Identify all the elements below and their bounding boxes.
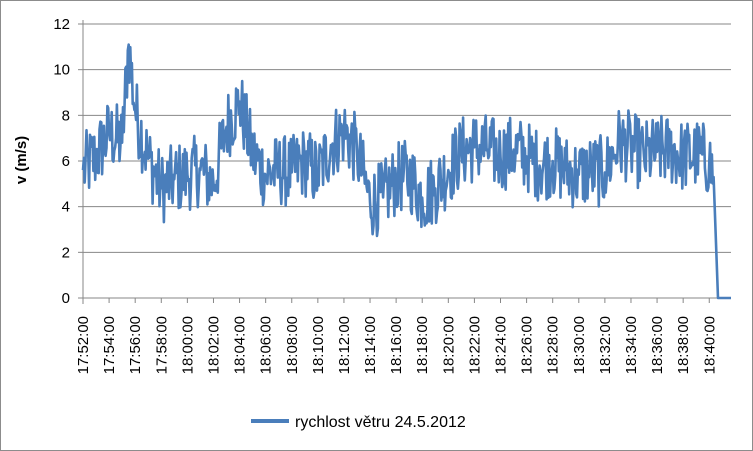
- x-tick-label: 18:34:00: [623, 316, 640, 374]
- x-tick-label: 18:14:00: [362, 316, 379, 374]
- y-tick-label: 8: [62, 107, 70, 124]
- y-tick-label: 2: [62, 244, 70, 261]
- series-layer: [81, 43, 731, 300]
- x-tick-label: 17:58:00: [153, 316, 170, 374]
- x-tick-label: 18:40:00: [701, 316, 718, 374]
- x-tick-label: 18:10:00: [310, 316, 327, 374]
- x-tick-label: 18:18:00: [414, 316, 431, 374]
- y-tick-label: 10: [53, 62, 70, 79]
- x-tick-label: 18:24:00: [493, 316, 510, 374]
- x-tick-label: 18:36:00: [649, 316, 666, 374]
- x-tick-label: 17:56:00: [127, 316, 144, 374]
- y-tick-label: 0: [62, 290, 70, 307]
- x-tick-label: 18:02:00: [205, 316, 222, 374]
- x-tick-label: 18:20:00: [440, 316, 457, 374]
- y-tick-label: 6: [62, 153, 70, 170]
- x-tick-label: 18:16:00: [388, 316, 405, 374]
- y-axis-title: v (m/s): [13, 136, 30, 184]
- x-tick-label: 18:12:00: [336, 316, 353, 374]
- x-tick-label: 18:08:00: [284, 316, 301, 374]
- x-tick-label: 18:00:00: [179, 316, 196, 374]
- legend-label: rychlost větru 24.5.2012: [295, 414, 466, 431]
- y-tick-labels: 0 2 4 6 8 10 12: [53, 16, 70, 307]
- x-tick-label: 18:38:00: [675, 316, 692, 374]
- legend: rychlost větru 24.5.2012: [251, 414, 466, 431]
- x-tick-labels: 17:52:00 17:54:00 17:56:00 17:58:00 18:00:00…: [75, 316, 718, 374]
- x-tick-label: 18:26:00: [519, 316, 536, 374]
- y-tick-label: 4: [62, 199, 70, 216]
- x-tick-label: 17:54:00: [101, 316, 118, 374]
- x-tick-label: 18:06:00: [258, 316, 275, 374]
- y-tick-label: 12: [53, 16, 70, 33]
- x-tick-label: 18:22:00: [466, 316, 483, 374]
- x-tick-label: 18:32:00: [597, 316, 614, 374]
- x-tick-label: 17:52:00: [75, 316, 92, 374]
- x-tick-label: 18:28:00: [545, 316, 562, 374]
- series-line: [81, 43, 731, 300]
- x-tick-label: 18:04:00: [232, 316, 249, 374]
- x-tick-label: 18:30:00: [571, 316, 588, 374]
